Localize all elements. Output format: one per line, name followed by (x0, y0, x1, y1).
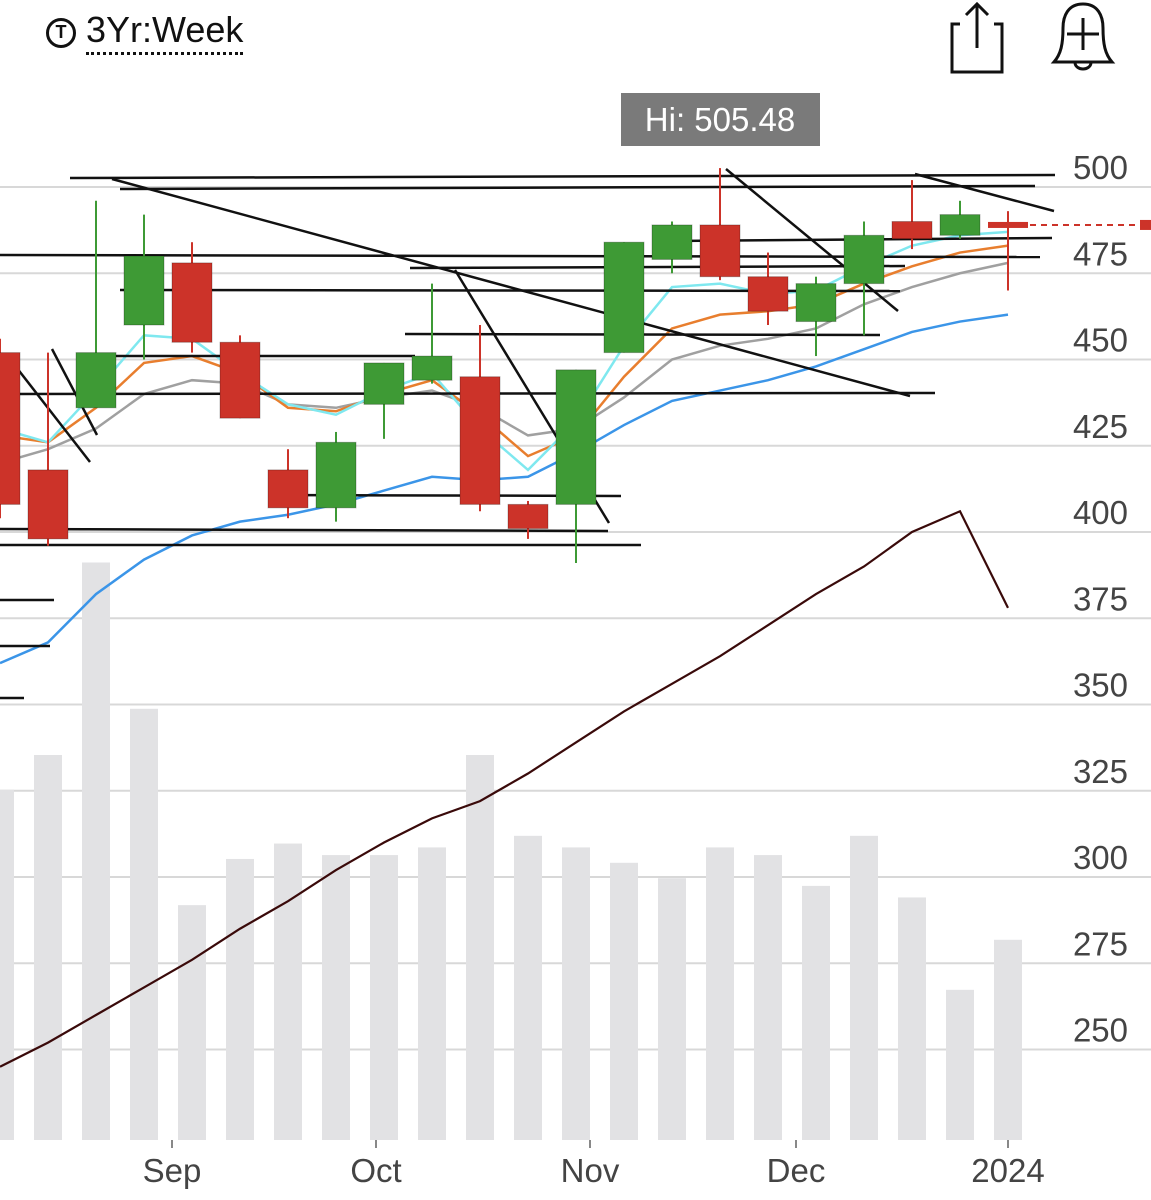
volume-bar (514, 835, 542, 1140)
y-tick-label: 350 (1073, 667, 1128, 704)
volume-bar (994, 939, 1022, 1140)
volume-bar (418, 847, 446, 1140)
period-selector[interactable]: T 3Yr:Week (46, 10, 244, 55)
trendline (119, 184, 1036, 191)
y-tick-label: 325 (1073, 753, 1128, 790)
ma-long-line (0, 509, 1009, 1068)
volume-bar (754, 855, 782, 1140)
candle-body (315, 441, 357, 509)
volume-bar (82, 562, 110, 1140)
price-chart[interactable]: 500 475 450 425 400 375 350 325 300 275 250 Hi: 505… (0, 80, 1151, 1200)
y-tick-label: 300 (1073, 839, 1128, 876)
t-circle-icon: T (46, 17, 76, 48)
volume-bar (178, 905, 206, 1140)
high-label-box (621, 93, 820, 146)
candle-body (459, 376, 501, 505)
ema-slow-line (0, 261, 1009, 465)
candle-body (27, 469, 69, 540)
candle-body (507, 503, 549, 530)
y-tick-label: 275 (1073, 925, 1128, 962)
candle-body (171, 262, 213, 343)
candle-body (555, 369, 597, 505)
candle-body (699, 224, 741, 278)
candle-body (411, 355, 453, 381)
candle-body (219, 341, 261, 419)
candle-body (123, 255, 165, 326)
ema-mid-line (0, 244, 1009, 458)
y-tick-label: 250 (1073, 1012, 1128, 1049)
volume-bar (706, 847, 734, 1140)
trendline (725, 168, 899, 312)
high-label: Hi: 505.48 (645, 101, 795, 138)
candle-body (891, 221, 933, 240)
y-tick-label: 425 (1073, 408, 1128, 445)
candle-body (267, 469, 309, 509)
volume-bar (946, 989, 974, 1140)
candle-body (0, 352, 21, 505)
candle-body (988, 221, 1028, 228)
y-tick-label: 400 (1073, 494, 1128, 531)
candle-body (939, 214, 981, 236)
volume-bar (226, 858, 254, 1140)
y-tick-label: 375 (1073, 580, 1128, 617)
volume-bar (130, 708, 158, 1140)
y-tick-label: 475 (1073, 235, 1128, 272)
candle-body (795, 283, 837, 323)
candle-body (651, 224, 693, 260)
trendline (12, 362, 91, 463)
trendline (50, 348, 99, 436)
trendline (111, 177, 911, 398)
volume-bar (370, 855, 398, 1140)
candle-body (75, 352, 117, 409)
trendline (69, 173, 1056, 180)
trendline (409, 264, 906, 270)
trendline (0, 527, 609, 533)
toolbar: T 3Yr:Week (0, 0, 1151, 80)
volume-bar (34, 755, 62, 1140)
candle-body (747, 276, 789, 312)
ema-fast-line (0, 230, 1009, 472)
x-tick-label: Nov (561, 1152, 620, 1189)
candle-body (843, 234, 885, 285)
candle-body (363, 362, 405, 405)
volume-bar (850, 835, 878, 1140)
x-tick-label: Dec (767, 1152, 826, 1189)
volume-bar (562, 847, 590, 1140)
x-tick-label: Oct (350, 1152, 401, 1189)
volume-bar (802, 885, 830, 1140)
volume-bar (322, 855, 350, 1140)
y-tick-label: 500 (1073, 149, 1128, 186)
x-tick-label: Sep (143, 1152, 202, 1189)
volume-bar (274, 843, 302, 1140)
share-icon[interactable] (946, 0, 1006, 75)
trendline (914, 172, 1055, 213)
volume-bar (658, 878, 686, 1140)
volume-bar (610, 862, 638, 1140)
last-price-marker (1140, 219, 1151, 230)
volume-bar (0, 789, 14, 1140)
volume-bar (898, 897, 926, 1140)
ma-blue-line (0, 313, 1009, 665)
y-tick-label: 450 (1073, 322, 1128, 359)
bell-plus-icon[interactable] (1050, 0, 1116, 75)
volume-bar (466, 755, 494, 1140)
x-tick-label: 2024 (971, 1152, 1044, 1189)
candle-body (603, 241, 645, 354)
period-label: 3Yr:Week (86, 10, 244, 55)
